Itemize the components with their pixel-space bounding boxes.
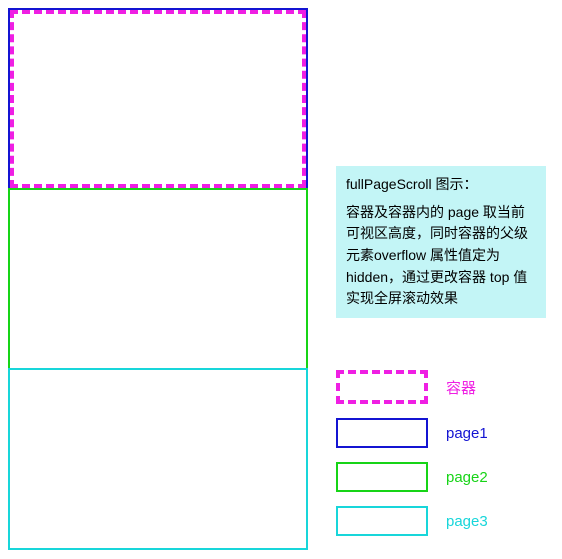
legend-swatch-page1 — [336, 418, 428, 448]
description-title: fullPageScroll 图示： — [346, 174, 536, 196]
legend-label-page2: page2 — [446, 469, 488, 486]
legend-label-container: 容器 — [446, 377, 476, 398]
legend-row-page1: page1 — [336, 418, 546, 448]
legend-swatch-container — [336, 370, 428, 404]
legend-label-page1: page1 — [446, 425, 488, 442]
page1-box — [8, 8, 308, 190]
page2-box — [8, 188, 308, 370]
legend-row-page3: page3 — [336, 506, 546, 536]
description-body: 容器及容器内的 page 取当前可视区高度，同时容器的父级元素overflow … — [346, 202, 536, 310]
legend-label-page3: page3 — [446, 513, 488, 530]
description-box: fullPageScroll 图示： 容器及容器内的 page 取当前可视区高度… — [336, 166, 546, 318]
page-stack — [8, 8, 308, 550]
legend-swatch-page2 — [336, 462, 428, 492]
legend-row-page2: page2 — [336, 462, 546, 492]
legend-row-container: 容器 — [336, 370, 546, 404]
legend-swatch-page3 — [336, 506, 428, 536]
legend: 容器 page1 page2 page3 — [336, 370, 546, 550]
page3-box — [8, 368, 308, 550]
